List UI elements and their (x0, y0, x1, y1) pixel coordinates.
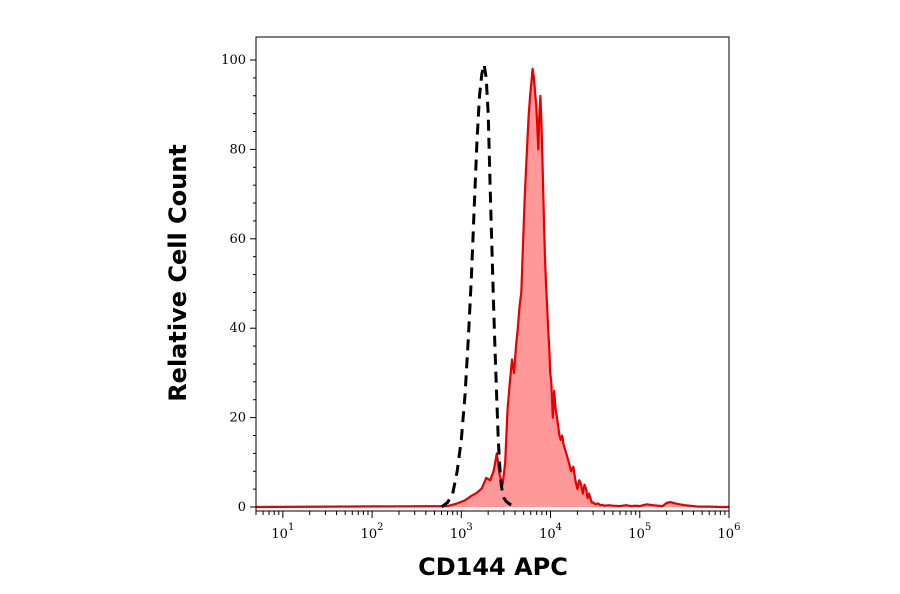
x-tick-label: 102 (361, 522, 384, 542)
series-0-line (255, 67, 729, 509)
x-axis: 101 102 103 104 105 106 (255, 511, 741, 542)
y-tick-label: 0 (238, 500, 246, 515)
y-tick-label: 40 (229, 321, 246, 336)
x-tick-label: 106 (718, 522, 741, 542)
y-tick-label: 100 (221, 53, 246, 68)
x-tick-label: 101 (271, 522, 294, 542)
x-tick-label: 105 (628, 522, 651, 542)
y-tick-label: 80 (229, 142, 246, 157)
plot-area (255, 63, 729, 509)
x-tick-label: 104 (539, 522, 562, 542)
x-axis-title: CD144 APC (418, 553, 568, 581)
series-1-line (440, 63, 518, 509)
y-axis-title: Relative Cell Count (164, 144, 192, 402)
x-tick-label: 103 (450, 522, 473, 542)
y-axis: 0 20 40 60 80 100 (221, 53, 256, 515)
y-tick-label: 20 (229, 411, 246, 426)
y-tick-label: 60 (229, 232, 246, 247)
plot-frame (255, 36, 730, 512)
